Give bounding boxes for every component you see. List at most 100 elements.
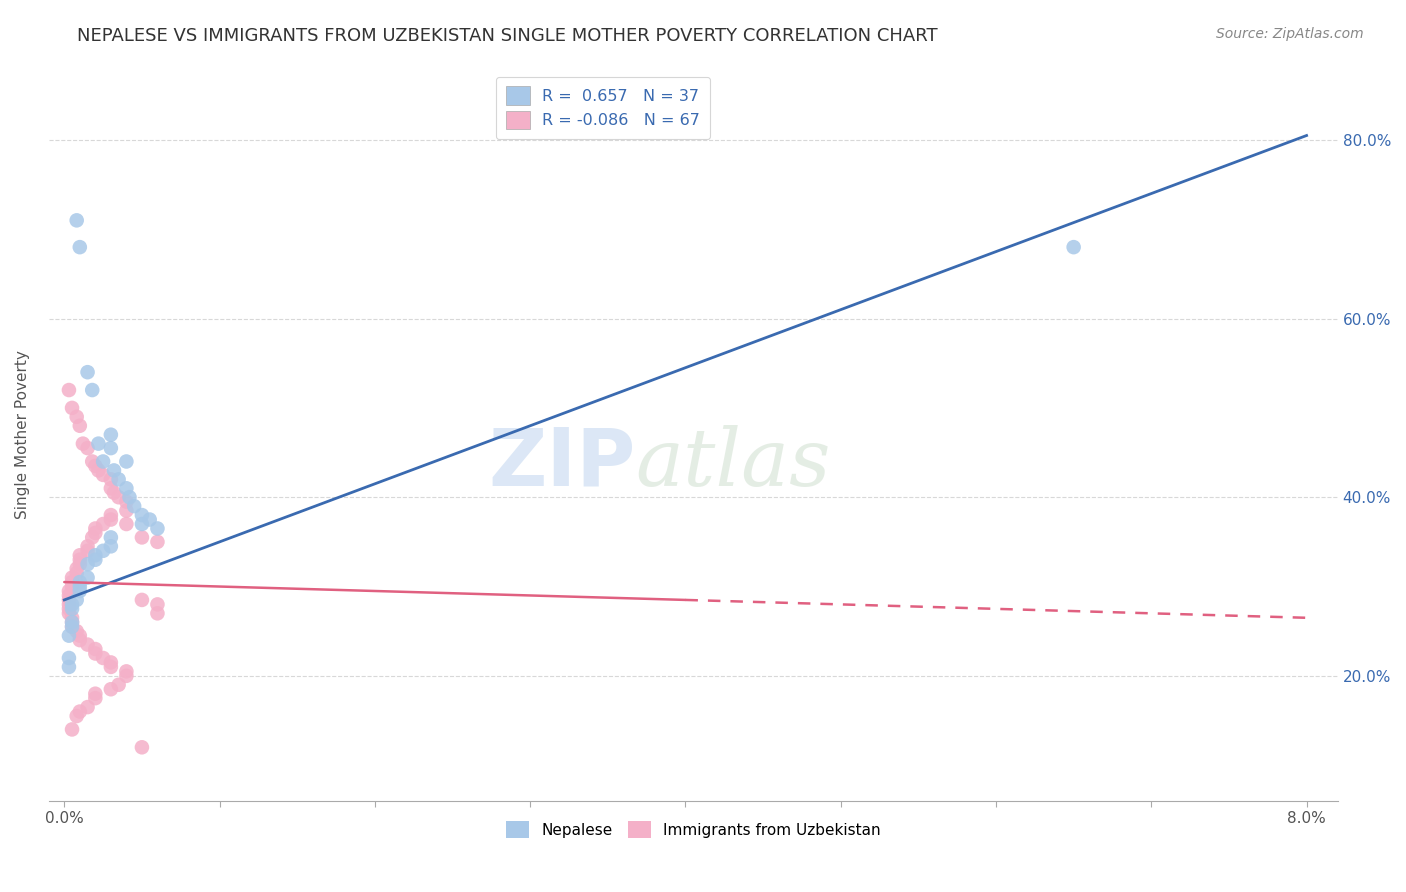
Point	[84, 687, 107, 701]
Point	[100, 682, 122, 697]
Point	[76, 700, 98, 714]
Point	[76, 365, 98, 379]
Point	[82, 454, 104, 468]
Point	[100, 427, 122, 442]
Point	[100, 481, 122, 495]
Point	[66, 593, 89, 607]
Point	[60, 611, 83, 625]
Point	[91, 467, 114, 482]
Point	[131, 530, 153, 544]
Point	[84, 549, 107, 563]
Point	[1063, 240, 1085, 254]
Point	[84, 553, 107, 567]
Point	[58, 629, 80, 643]
Point	[60, 620, 83, 634]
Point	[60, 602, 83, 616]
Point	[69, 584, 91, 599]
Point	[103, 485, 125, 500]
Point	[146, 598, 169, 612]
Point	[82, 383, 104, 397]
Point	[82, 530, 104, 544]
Point	[131, 740, 153, 755]
Point	[146, 534, 169, 549]
Point	[100, 656, 122, 670]
Point	[91, 454, 114, 468]
Point	[76, 441, 98, 455]
Point	[58, 651, 80, 665]
Point	[58, 593, 80, 607]
Point	[76, 558, 98, 572]
Point	[69, 705, 91, 719]
Point	[60, 580, 83, 594]
Point	[69, 553, 91, 567]
Point	[100, 539, 122, 553]
Point	[69, 240, 91, 254]
Point	[84, 521, 107, 535]
Point	[69, 629, 91, 643]
Point	[58, 589, 80, 603]
Legend: Nepalese, Immigrants from Uzbekistan: Nepalese, Immigrants from Uzbekistan	[501, 814, 887, 845]
Point	[87, 436, 110, 450]
Point	[84, 525, 107, 540]
Point	[76, 638, 98, 652]
Point	[66, 624, 89, 639]
Point	[58, 602, 80, 616]
Point	[91, 516, 114, 531]
Point	[66, 566, 89, 581]
Point	[69, 549, 91, 563]
Point	[84, 647, 107, 661]
Point	[131, 516, 153, 531]
Point	[91, 651, 114, 665]
Point	[60, 615, 83, 630]
Point	[69, 558, 91, 572]
Point	[131, 508, 153, 522]
Point	[69, 633, 91, 648]
Point	[58, 607, 80, 621]
Point	[66, 709, 89, 723]
Point	[146, 521, 169, 535]
Point	[115, 516, 138, 531]
Point	[58, 383, 80, 397]
Point	[58, 660, 80, 674]
Point	[60, 401, 83, 415]
Point	[84, 691, 107, 706]
Point	[122, 499, 145, 513]
Point	[58, 584, 80, 599]
Point	[115, 669, 138, 683]
Point	[76, 539, 98, 553]
Point	[69, 575, 91, 590]
Point	[60, 723, 83, 737]
Point	[69, 580, 91, 594]
Point	[60, 575, 83, 590]
Point	[84, 458, 107, 473]
Text: Source: ZipAtlas.com: Source: ZipAtlas.com	[1216, 27, 1364, 41]
Point	[66, 562, 89, 576]
Point	[115, 494, 138, 508]
Point	[87, 463, 110, 477]
Point	[107, 490, 129, 504]
Point	[146, 607, 169, 621]
Text: ZIP: ZIP	[488, 425, 636, 503]
Text: atlas: atlas	[636, 425, 831, 503]
Point	[60, 598, 83, 612]
Point	[91, 543, 114, 558]
Point	[66, 213, 89, 227]
Point	[84, 642, 107, 657]
Point	[100, 441, 122, 455]
Point	[69, 418, 91, 433]
Point	[118, 490, 141, 504]
Point	[60, 571, 83, 585]
Point	[100, 530, 122, 544]
Point	[131, 593, 153, 607]
Point	[76, 543, 98, 558]
Point	[60, 620, 83, 634]
Point	[115, 481, 138, 495]
Point	[76, 571, 98, 585]
Y-axis label: Single Mother Poverty: Single Mother Poverty	[15, 351, 30, 519]
Point	[115, 503, 138, 517]
Point	[115, 665, 138, 679]
Point	[107, 472, 129, 486]
Point	[66, 409, 89, 424]
Point	[72, 436, 94, 450]
Text: NEPALESE VS IMMIGRANTS FROM UZBEKISTAN SINGLE MOTHER POVERTY CORRELATION CHART: NEPALESE VS IMMIGRANTS FROM UZBEKISTAN S…	[77, 27, 938, 45]
